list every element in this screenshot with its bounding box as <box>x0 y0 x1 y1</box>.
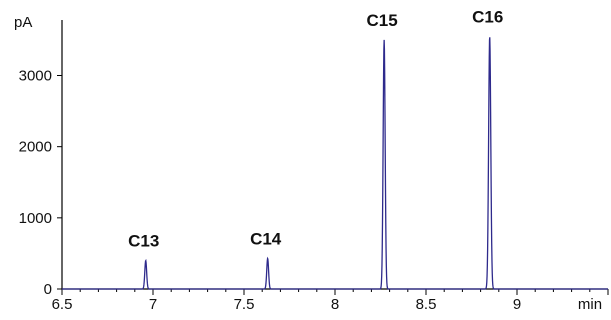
x-tick-label: 8 <box>331 296 339 313</box>
x-ticks: 6.5 7 7.5 8 8.5 9 <box>52 289 609 313</box>
y-tick-label: 0 <box>44 281 52 298</box>
x-tick-label: 8.5 <box>416 296 437 313</box>
x-tick-label: 9 <box>513 296 521 313</box>
peak-labels: C13 C14 C15 C16 <box>128 7 503 250</box>
peak-label: C16 <box>472 7 503 26</box>
x-axis-unit-label: min <box>578 296 602 313</box>
x-tick-label: 6.5 <box>52 296 73 313</box>
x-tick-label: 7 <box>149 296 157 313</box>
y-axis-unit-label: pA <box>14 14 32 31</box>
x-tick-label: 7.5 <box>234 296 255 313</box>
peak-label: C15 <box>367 11 398 30</box>
y-tick-label: 1000 <box>19 210 52 227</box>
peak-label: C13 <box>128 232 159 251</box>
chromatogram-trace <box>62 37 608 290</box>
y-ticks: 0 1000 2000 3000 <box>19 68 62 298</box>
y-tick-label: 2000 <box>19 139 52 156</box>
y-tick-label: 3000 <box>19 68 52 85</box>
peak-label: C14 <box>250 229 282 248</box>
